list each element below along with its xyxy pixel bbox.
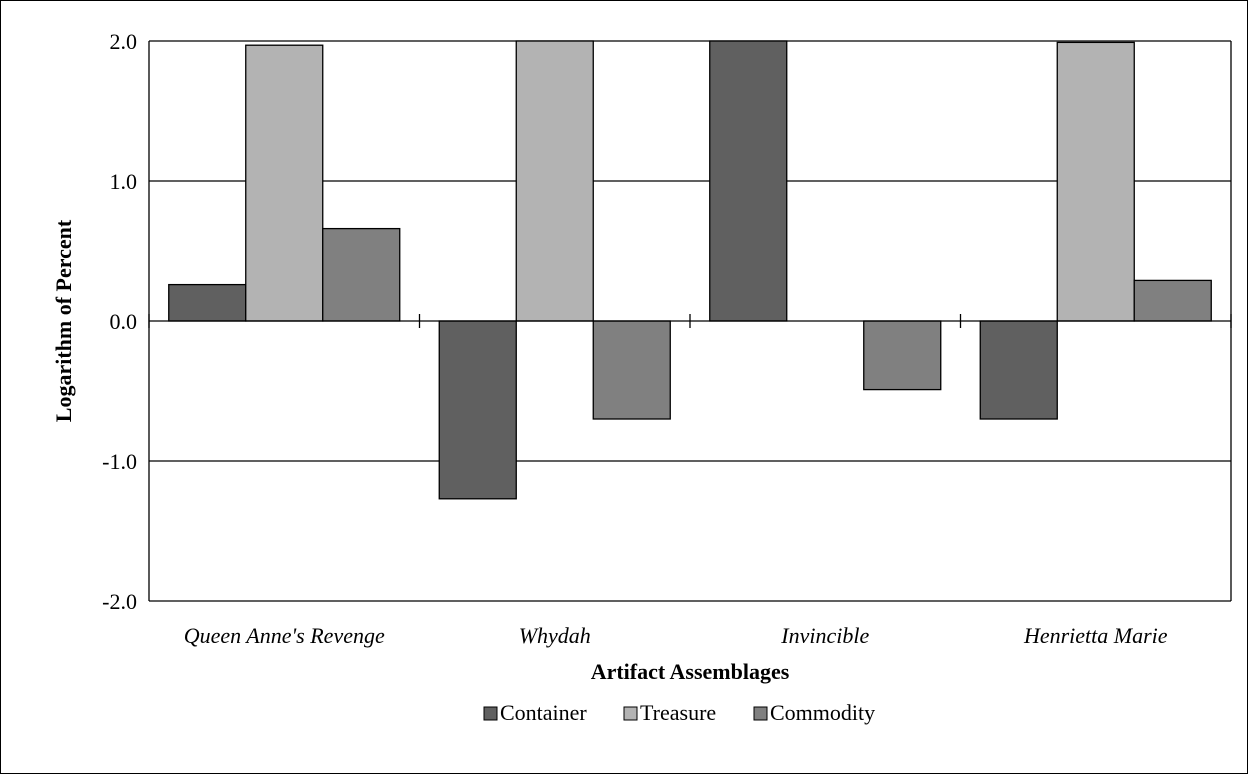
legend-item-container: Container <box>483 700 587 725</box>
x-category-label: Invincible <box>780 623 869 648</box>
legend-swatch <box>483 706 498 721</box>
bar-treasure <box>245 44 324 322</box>
bar-treasure <box>515 40 594 322</box>
legend-swatch <box>623 706 638 721</box>
legend-item-treasure: Treasure <box>623 700 716 725</box>
legend-swatch <box>753 706 768 721</box>
bar-commodity <box>863 320 942 391</box>
y-tick-label: -2.0 <box>102 589 137 614</box>
y-axis-title: Logarithm of Percent <box>51 219 76 422</box>
bar-commodity <box>322 227 401 322</box>
y-tick-label: 2.0 <box>110 29 138 54</box>
bar-container <box>438 320 517 500</box>
y-tick-label: 0.0 <box>110 309 138 334</box>
x-axis-title: Artifact Assemblages <box>591 659 790 684</box>
x-category-label: Henrietta Marie <box>1023 623 1168 648</box>
bar-container <box>709 40 788 322</box>
legend: Container Treasure Commodity <box>483 700 875 725</box>
bar-container <box>979 320 1058 420</box>
x-category-label: Whydah <box>519 623 591 648</box>
legend-item-commodity: Commodity <box>753 700 875 725</box>
bar-container <box>168 283 247 322</box>
gridlines <box>149 40 1231 602</box>
bar-treasure <box>1056 41 1135 322</box>
bar-commodity <box>592 320 671 420</box>
y-tick-label: 1.0 <box>110 169 138 194</box>
x-category-label: Queen Anne's Revenge <box>184 623 385 648</box>
bars <box>168 40 1212 500</box>
legend-label: Treasure <box>640 700 716 725</box>
y-tick-label: -1.0 <box>102 449 137 474</box>
bar-commodity <box>1133 279 1212 322</box>
legend-label: Commodity <box>770 700 875 725</box>
legend-label: Container <box>500 700 587 725</box>
axes <box>148 41 1232 601</box>
labels: 2.0 1.0 0.0 -1.0 -2.0 Queen Anne's Revenge Why… <box>102 29 1168 648</box>
